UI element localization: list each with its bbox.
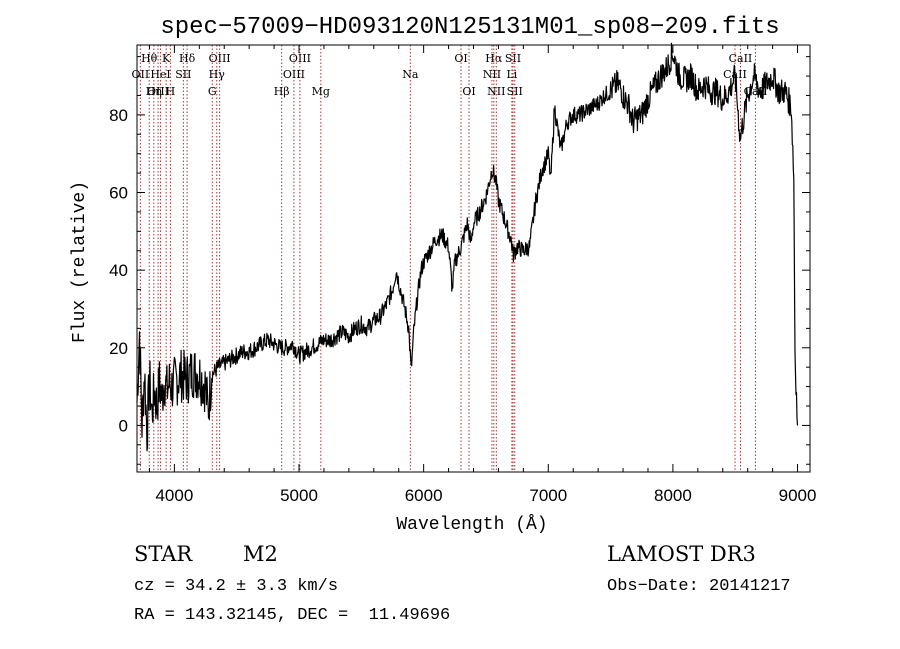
x-tick-label: 4000 bbox=[155, 486, 193, 505]
chart-title: spec−57009−HD093120N125131M01_sp08−209.f… bbox=[160, 14, 779, 41]
y-tick-label: 80 bbox=[109, 106, 128, 125]
line-marker-label: Mg bbox=[312, 85, 330, 98]
line-marker-label: NII bbox=[487, 85, 505, 98]
y-tick-label: 0 bbox=[119, 416, 128, 435]
object-subclass: M2 bbox=[243, 542, 278, 566]
line-marker-label: SII bbox=[175, 68, 191, 81]
line-marker-label: CaII bbox=[729, 52, 753, 65]
x-tick-label: 6000 bbox=[405, 486, 443, 505]
x-tick-label: 9000 bbox=[779, 486, 817, 505]
spectrum-line bbox=[136, 42, 799, 452]
line-marker-label: Hα bbox=[485, 52, 503, 65]
line-marker-label: OI bbox=[454, 52, 467, 65]
line-marker-label: OIII bbox=[283, 68, 305, 81]
line-marker-label: Hγ bbox=[209, 68, 226, 81]
y-tick-label: 20 bbox=[109, 339, 128, 358]
y-axis-label: Flux (relative) bbox=[70, 181, 90, 343]
line-marker-label: H bbox=[166, 85, 176, 98]
line-marker-label: Hη bbox=[146, 85, 162, 98]
line-marker-label: K bbox=[162, 52, 171, 65]
line-marker-label: OIII bbox=[289, 52, 311, 65]
line-marker-label: HeI bbox=[150, 68, 170, 81]
x-tick-label: 7000 bbox=[529, 486, 567, 505]
x-tick-label: 5000 bbox=[280, 486, 318, 505]
y-tick-label: 40 bbox=[109, 261, 128, 280]
coordinates-text: RA = 143.32145, DEC = 11.49696 bbox=[134, 606, 450, 625]
line-marker-label: OI bbox=[462, 85, 475, 98]
x-axis-label: Wavelength (Å) bbox=[396, 514, 547, 535]
object-class: STAR bbox=[134, 542, 193, 566]
line-marker-label: G bbox=[208, 85, 217, 98]
axis-ticks: 4000 5000 6000 7000 8000 9000 0 20 40 60 80 bbox=[109, 45, 816, 505]
line-marker-label: OIII bbox=[209, 52, 231, 65]
line-marker-label: Na bbox=[402, 68, 419, 81]
line-marker-label: Hδ bbox=[179, 52, 196, 65]
line-marker-label: OII bbox=[132, 68, 150, 81]
x-tick-label: 8000 bbox=[654, 486, 692, 505]
line-marker-label: NII bbox=[483, 68, 501, 81]
survey-name: LAMOST DR3 bbox=[607, 542, 756, 566]
line-marker-label: Hθ bbox=[141, 52, 158, 65]
line-marker-label: OIII bbox=[147, 85, 169, 98]
line-marker-label: Li bbox=[506, 68, 517, 81]
redshift-text: cz = 34.2 ± 3.3 km/s bbox=[134, 577, 338, 596]
line-marker-label: SII bbox=[507, 85, 523, 98]
plot-frame bbox=[136, 44, 811, 473]
line-marker-label: SII bbox=[505, 52, 521, 65]
y-tick-label: 60 bbox=[109, 184, 128, 203]
obs-date-text: Obs−Date: 20141217 bbox=[607, 577, 791, 596]
line-marker-label: Hβ bbox=[274, 85, 290, 98]
